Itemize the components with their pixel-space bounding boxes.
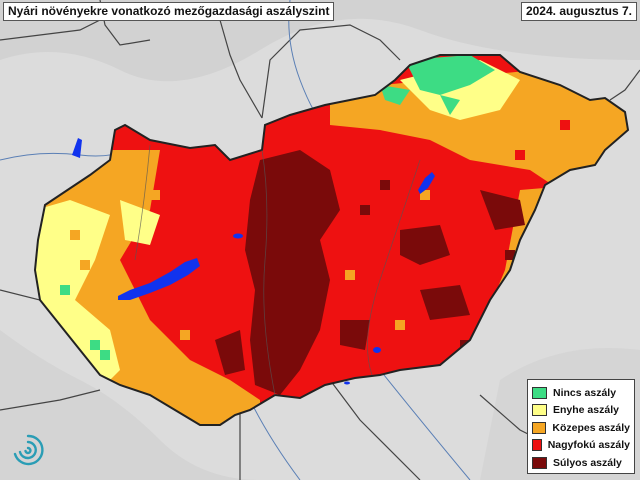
lake-balaton <box>118 258 200 300</box>
lake-tisza <box>418 172 435 194</box>
legend-item-nagyfoku: Nagyfokú aszály <box>532 437 630 455</box>
legend-label: Enyhe aszály <box>553 404 619 417</box>
inner-rivers <box>134 144 421 396</box>
legend-label: Közepes aszály <box>552 421 630 434</box>
lake-ferto <box>72 138 82 158</box>
legend-item-nincs: Nincs aszály <box>532 384 630 402</box>
lake-velence <box>233 233 243 239</box>
legend-swatch <box>532 386 547 399</box>
legend-item-enyhe: Enyhe aszály <box>532 402 630 420</box>
legend-label: Nincs aszály <box>553 386 617 399</box>
lakes <box>72 138 435 385</box>
legend-swatch <box>532 456 547 469</box>
legend-label: Nagyfokú aszály <box>547 439 630 452</box>
map-date: 2024. augusztus 7. <box>520 2 637 21</box>
legend-swatch <box>532 404 547 417</box>
map-title: Nyári növényekre vonatkozó mezőgazdasági… <box>3 2 335 21</box>
legend-item-sulyos: Súlyos aszály <box>532 454 630 472</box>
legend-swatch <box>532 421 547 434</box>
lake-south <box>373 347 381 353</box>
legend: Nincs aszály Enyhe aszály Közepes aszály… <box>527 379 635 474</box>
agency-logo <box>13 434 44 466</box>
legend-label: Súlyos aszály <box>553 456 622 469</box>
legend-item-kozepes: Közepes aszály <box>532 419 630 437</box>
legend-swatch <box>532 439 542 452</box>
